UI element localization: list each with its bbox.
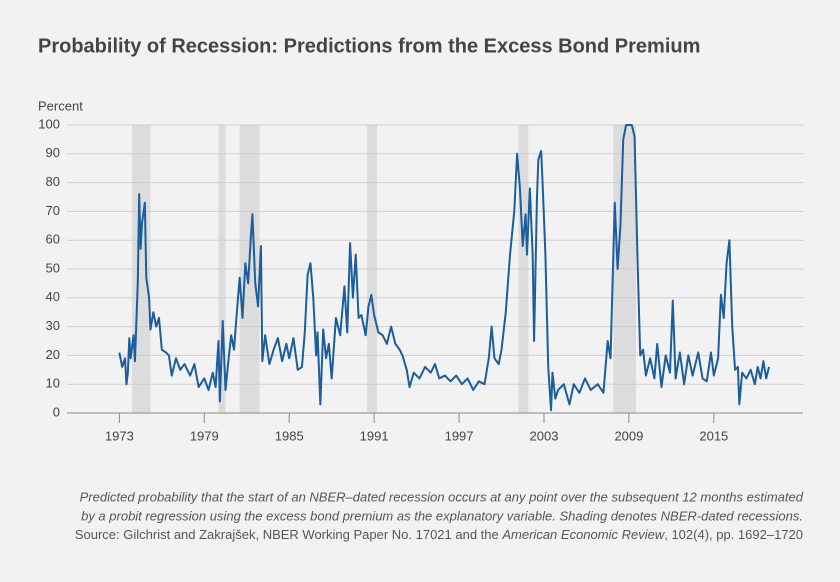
y-tick-label: 30 [46, 318, 60, 333]
y-tick-label: 100 [38, 116, 60, 131]
x-tick-label: 2009 [614, 428, 643, 443]
line [118, 124, 771, 412]
y-tick-label: 40 [46, 289, 60, 304]
y-tick-label: 80 [46, 174, 60, 189]
x-tick-label: 1991 [360, 428, 389, 443]
x-tick-label: 1979 [190, 428, 219, 443]
source-text: Source: Gilchrist and Zakrajšek, NBER Wo… [75, 527, 503, 542]
source-text: , 102(4), pp. 1692–1720 [664, 527, 803, 542]
x-tick-label: 1985 [275, 428, 304, 443]
y-tick-label: 90 [46, 145, 60, 160]
y-axis-label: Percent [38, 98, 83, 113]
x-tick-label: 1997 [445, 428, 474, 443]
source-journal: American Economic Review [501, 527, 665, 542]
y-tick-label: 10 [46, 376, 60, 391]
note: by a probit regression using the excess … [81, 508, 803, 523]
source: Source: Gilchrist and Zakrajšek, NBER Wo… [75, 527, 803, 542]
y-tick-label: 60 [46, 232, 60, 247]
y-tick-label: 20 [46, 347, 60, 362]
x-tick-label: 2003 [530, 428, 559, 443]
x-tick-label: 1973 [105, 428, 134, 443]
chart-title: Probability of Recession: Predictions fr… [38, 35, 700, 57]
y-tick-label: 50 [46, 260, 60, 275]
y-tick-label: 0 [53, 404, 60, 419]
y-tick-label: 70 [46, 203, 60, 218]
note: Predicted probability that the start of … [80, 489, 804, 504]
x-tick-label: 2015 [699, 428, 728, 443]
